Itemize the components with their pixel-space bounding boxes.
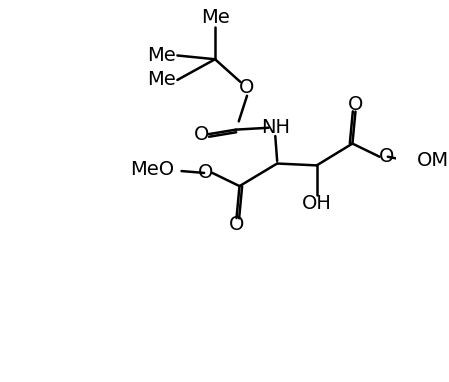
- Text: O: O: [348, 95, 363, 114]
- Text: O: O: [229, 215, 244, 235]
- Text: O: O: [198, 163, 213, 183]
- Text: O: O: [379, 147, 394, 166]
- Text: Me: Me: [147, 46, 176, 65]
- Text: OMe: OMe: [417, 151, 449, 170]
- Text: Me: Me: [147, 70, 176, 89]
- Text: O: O: [194, 125, 210, 144]
- Text: Me: Me: [201, 8, 229, 27]
- Text: NH: NH: [261, 118, 290, 137]
- Text: OH: OH: [302, 194, 332, 212]
- Text: O: O: [239, 78, 255, 97]
- Text: MeO: MeO: [130, 160, 174, 180]
